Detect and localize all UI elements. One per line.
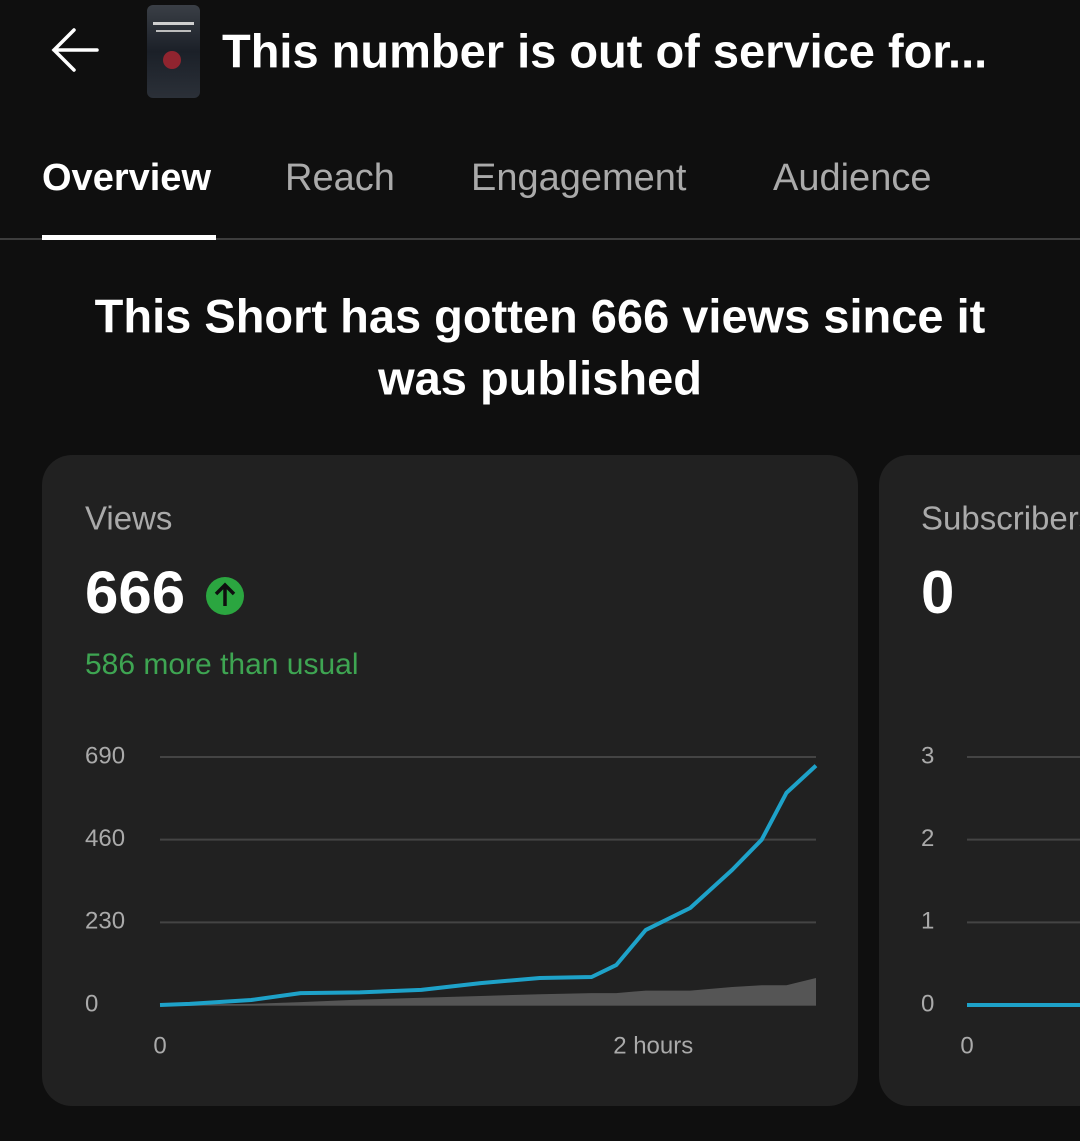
tab[interactable]: Engagement: [471, 157, 687, 199]
y-tick-label: 0: [921, 990, 934, 1017]
headline: This Short has gotten 666 views since it: [95, 289, 986, 342]
card-value: 0: [921, 559, 954, 626]
y-tick-label: 230: [85, 908, 125, 935]
tab[interactable]: Audience: [773, 157, 931, 199]
views-card[interactable]: Views 666 586 more than usual: [42, 455, 858, 1106]
y-tick-label: 2: [921, 825, 934, 852]
y-tick-label: 690: [85, 742, 125, 769]
thumbnail-caption: [153, 22, 194, 25]
back-arrow: [51, 28, 99, 72]
thumbnail-caption: [156, 30, 191, 32]
card-background: [42, 455, 858, 1106]
card-label: Subscribers: [921, 500, 1080, 537]
typical-range-area: [160, 978, 816, 1005]
thumbnail-figure: [163, 51, 181, 69]
tab-divider: [0, 238, 1080, 240]
card-label: Views: [85, 500, 172, 537]
y-tick-label: 1: [921, 908, 934, 935]
y-tick-label: 0: [85, 990, 98, 1017]
tab[interactable]: Overview: [42, 157, 211, 199]
series-line: [159, 764, 818, 1007]
video-title: This number is out of service for...: [222, 24, 987, 77]
x-tick-label: 2 hours: [613, 1032, 693, 1059]
card-delta: 586 more than usual: [85, 648, 359, 681]
thumbnail[interactable]: [147, 5, 200, 98]
y-tick-label: 460: [85, 825, 125, 852]
headline: was published: [377, 351, 702, 404]
x-tick-label: 0: [153, 1032, 166, 1059]
tab-indicator: [42, 235, 216, 240]
subscribers-card[interactable]: Subscribers 0: [879, 455, 1080, 1106]
card-value: 666: [85, 559, 185, 626]
card-background: [879, 455, 1080, 1106]
trend-up-arrow: [214, 582, 236, 606]
tab[interactable]: Reach: [285, 157, 395, 199]
back-button[interactable]: [51, 28, 99, 72]
y-tick-label: 3: [921, 742, 934, 769]
x-tick-label: 0: [960, 1032, 973, 1059]
